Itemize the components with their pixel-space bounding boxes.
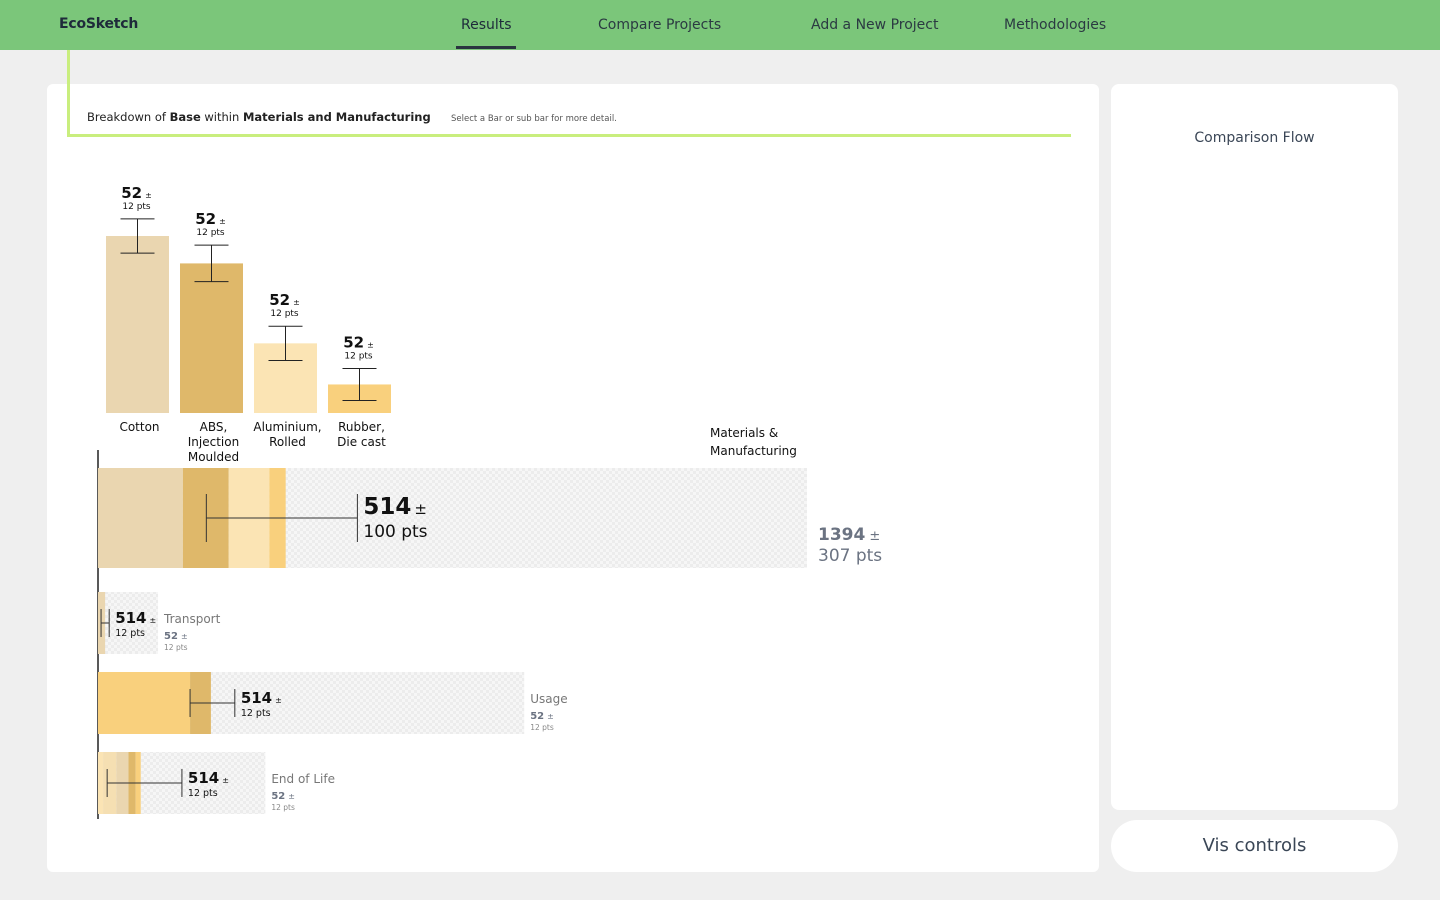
stage-unit-label-0: 100 pts <box>363 522 427 542</box>
vis-controls-button[interactable]: Vis controls <box>1111 820 1398 872</box>
breadcrumb-connector-vertical <box>67 50 70 137</box>
stage-total-pm-2: ± <box>547 712 554 721</box>
stage-value-label-1: 514 ± <box>115 609 156 627</box>
material-value-label-1: 52 ± <box>195 210 226 228</box>
nav-results[interactable]: Results <box>461 17 512 33</box>
material-category-line: Die cast <box>337 435 386 449</box>
stage-pm-2: ± <box>275 696 282 705</box>
material-value-label-0: 52 ± <box>121 184 152 202</box>
stage-value-label-3: 514 ± <box>188 769 229 787</box>
stage-total-pm-1: ± <box>181 632 188 641</box>
material-category-label-0: Cotton <box>119 420 159 434</box>
material-category-label-1: ABS, Injection Moulded <box>188 420 239 464</box>
stage-segment-2-0[interactable] <box>98 672 191 734</box>
stage-total-label-0: 1394 ± <box>818 525 880 545</box>
stage-unit-label-1: 12 pts <box>115 628 145 639</box>
material-value-label-2: 52 ± <box>269 291 300 309</box>
material-bar-0[interactable] <box>106 236 169 413</box>
nav-compare-projects[interactable]: Compare Projects <box>598 17 722 33</box>
stage-pm-1: ± <box>150 616 157 625</box>
brand-logo[interactable]: EcoSketch <box>59 16 139 32</box>
material-category-label-2: Aluminium, Rolled <box>253 420 321 449</box>
material-unit-label-2: 12 pts <box>270 309 299 319</box>
stage-segment-0-0[interactable] <box>98 468 183 568</box>
material-category-line: Aluminium, <box>253 420 321 434</box>
material-pm-1: ± <box>219 217 226 226</box>
stage-name-label-2: Usage <box>530 692 567 706</box>
material-category-line: Injection <box>188 435 239 449</box>
material-category-line: ABS, <box>200 420 228 434</box>
material-category-line: Cotton <box>119 420 159 434</box>
material-category-line: Rubber, <box>338 420 385 434</box>
material-unit-label-1: 12 pts <box>196 228 225 238</box>
stage-pm-3: ± <box>222 776 229 785</box>
stage-total-unit-0: 307 pts <box>818 546 882 566</box>
nav-methodologies[interactable]: Methodologies <box>1004 17 1107 33</box>
stage-pm-0: ± <box>414 500 427 518</box>
material-bar-1[interactable] <box>180 263 243 413</box>
stage-unit-label-2: 12 pts <box>241 708 271 719</box>
breakdown-mid: within <box>204 110 240 124</box>
material-unit-label-3: 12 pts <box>344 351 373 361</box>
material-pm-0: ± <box>145 191 152 200</box>
stage-total-label-2: 52 ± <box>530 711 554 722</box>
material-value-label-3: 52 ± <box>343 333 374 351</box>
stage-total-unit-3: 12 pts <box>271 803 295 812</box>
nav-active-indicator <box>456 46 516 49</box>
comparison-flow-panel: Comparison Flow <box>1111 84 1398 810</box>
comparison-flow-title: Comparison Flow <box>1194 130 1315 146</box>
stage-name-label-0: Materials & Manufacturing <box>710 426 797 458</box>
breakdown-prefix: Breakdown of <box>87 110 166 124</box>
material-category-label-3: Rubber, Die cast <box>337 420 386 449</box>
material-category-line: Rolled <box>269 435 306 449</box>
material-pm-2: ± <box>293 298 300 307</box>
stage-name-label-1: Transport <box>163 612 221 626</box>
material-pm-3: ± <box>367 340 374 349</box>
stage-total-unit-2: 12 pts <box>530 723 554 732</box>
stage-total-pm-3: ± <box>288 792 295 801</box>
stage-value-label-2: 514 ± <box>241 689 282 707</box>
breakdown-section: Materials and Manufacturing <box>242 110 431 124</box>
stage-segment-3-0[interactable] <box>98 752 104 814</box>
nav-add-project[interactable]: Add a New Project <box>811 17 939 33</box>
stage-name-line: Manufacturing <box>710 444 797 458</box>
stage-total-label-1: 52 ± <box>164 631 188 642</box>
top-nav-bar: EcoSketch Results Compare Projects Add a… <box>0 0 1440 50</box>
selection-hint: Select a Bar or sub bar for more detail. <box>451 114 617 124</box>
breakdown-heading: Breakdown of Base within Materials and M… <box>87 110 431 124</box>
stage-total-pm-0: ± <box>869 529 880 544</box>
stage-name-line: Materials & <box>710 426 778 440</box>
stage-total-unit-1: 12 pts <box>164 643 188 652</box>
stage-unit-label-3: 12 pts <box>188 788 218 799</box>
breakdown-base: Base <box>169 110 201 124</box>
material-unit-label-0: 12 pts <box>122 202 151 212</box>
material-category-line: Moulded <box>188 450 239 464</box>
stage-name-label-3: End of Life <box>271 772 335 786</box>
stage-total-label-3: 52 ± <box>271 791 295 802</box>
breadcrumb-connector-horizontal <box>67 134 1071 137</box>
